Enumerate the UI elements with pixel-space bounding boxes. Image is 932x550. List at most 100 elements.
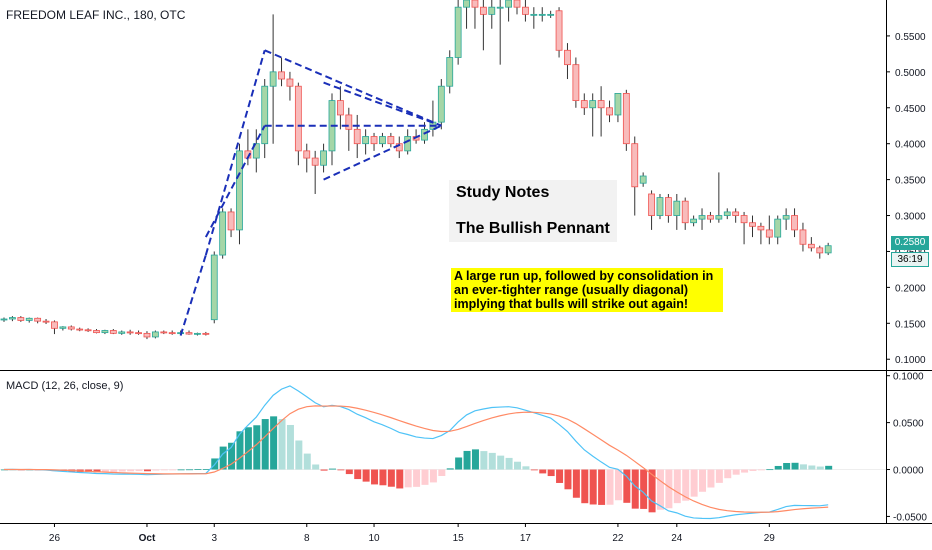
candle-body	[690, 218, 698, 224]
macd-histogram-bar	[127, 469, 135, 472]
macd-histogram-bar	[387, 469, 395, 487]
candle-body	[513, 0, 521, 8]
macd-histogram-bar	[715, 469, 723, 483]
candle-body	[93, 330, 100, 334]
candle-body	[51, 321, 58, 329]
pennant-trendline	[323, 81, 442, 127]
candle-body	[286, 78, 294, 87]
candle-body	[681, 200, 689, 224]
macd-histogram-bar	[488, 452, 496, 470]
macd-histogram-bar	[825, 465, 833, 470]
candle-body	[597, 100, 605, 109]
candle-body	[614, 92, 622, 116]
study-notes-box	[449, 180, 617, 242]
candle-body	[278, 71, 285, 80]
candle-body	[202, 332, 210, 335]
candle-body	[723, 211, 731, 216]
macd-histogram-bar	[530, 469, 538, 471]
macd-histogram-bar	[93, 469, 101, 473]
macd-histogram-bar	[202, 469, 210, 470]
pennant-trendline	[204, 125, 266, 238]
candle-body	[606, 107, 613, 116]
macd-histogram-bar	[328, 468, 336, 470]
time-tick-label: 26	[49, 533, 61, 544]
macd-histogram-bar	[648, 469, 656, 513]
time-tick-label: Oct	[139, 533, 156, 544]
study-notes-title: Study Notes	[456, 184, 550, 201]
macd-histogram-bar	[564, 469, 572, 490]
macd-histogram-bar	[816, 466, 824, 470]
candle-body	[564, 49, 571, 66]
macd-histogram-bar	[194, 469, 202, 470]
candle-body	[362, 136, 370, 145]
macd-histogram-bar	[656, 469, 664, 510]
price-tick-label: 0.4500	[895, 104, 926, 115]
candle-body	[496, 6, 504, 9]
candle-body	[757, 225, 765, 231]
candle-body	[555, 10, 563, 51]
macd-histogram-bar	[160, 469, 168, 471]
time-tick-label: 17	[520, 533, 532, 544]
candle-body	[698, 215, 706, 220]
candle-body	[210, 254, 218, 321]
macd-histogram-bar	[404, 469, 412, 488]
time-tick-label: 10	[368, 533, 380, 544]
candle-body	[17, 317, 25, 321]
macd-histogram-bar	[665, 469, 673, 509]
candle-body	[488, 6, 496, 15]
candle-body	[135, 332, 142, 335]
macd-histogram-bar	[135, 469, 143, 472]
macd-title: MACD (12, 26, close, 9)	[6, 380, 124, 392]
study-notes-subtitle: The Bullish Pennant	[456, 220, 610, 237]
macd-histogram-bar	[774, 465, 782, 470]
pennant-trendline	[264, 49, 442, 127]
time-tick-label: 29	[764, 533, 776, 544]
candle-body	[707, 215, 714, 220]
candle-body	[370, 136, 378, 145]
macd-histogram-bar	[413, 469, 421, 487]
macd-histogram-bar	[186, 469, 194, 471]
candle-body	[631, 143, 639, 188]
price-tick-label: 0.3500	[895, 176, 926, 187]
candle-body	[639, 175, 647, 184]
candle-body	[572, 64, 580, 101]
macd-panel	[0, 385, 886, 520]
candle-body	[530, 13, 538, 16]
macd-histogram-bar	[101, 469, 109, 472]
macd-histogram-bar	[270, 416, 278, 470]
candle-body	[126, 331, 134, 334]
candle-body	[160, 331, 168, 334]
macd-histogram-bar	[379, 469, 387, 486]
macd-histogram-bar	[337, 469, 345, 471]
candle-body	[538, 13, 546, 16]
macd-histogram-bar	[724, 469, 732, 479]
pennant-lines	[179, 49, 442, 336]
candle-body	[379, 136, 386, 145]
candle-body	[816, 247, 824, 254]
macd-histogram-bar	[673, 469, 681, 504]
candle-body	[479, 6, 487, 15]
candle-body	[109, 330, 117, 334]
candle-body	[799, 229, 807, 245]
pennant-trendline	[179, 254, 207, 336]
macd-histogram-bar	[732, 469, 740, 475]
candle-body	[463, 0, 470, 8]
candle-body	[505, 0, 513, 8]
macd-histogram-bar	[741, 469, 749, 473]
candle-body	[168, 332, 176, 335]
candle-body	[0, 318, 8, 321]
candle-body	[421, 128, 428, 141]
price-tick-label: 0.4000	[895, 140, 926, 151]
macd-histogram-bar	[110, 469, 118, 472]
macd-histogram-bar	[640, 469, 648, 509]
macd-tick-label: 0.0500	[893, 419, 924, 430]
price-tick-label: 0.2000	[895, 283, 926, 294]
macd-histogram-bar	[799, 464, 807, 470]
macd-histogram-bar	[312, 464, 320, 470]
pennant-trendline	[204, 50, 266, 256]
candle-body	[261, 85, 269, 145]
candle-body	[715, 215, 723, 220]
candle-body	[589, 100, 597, 109]
